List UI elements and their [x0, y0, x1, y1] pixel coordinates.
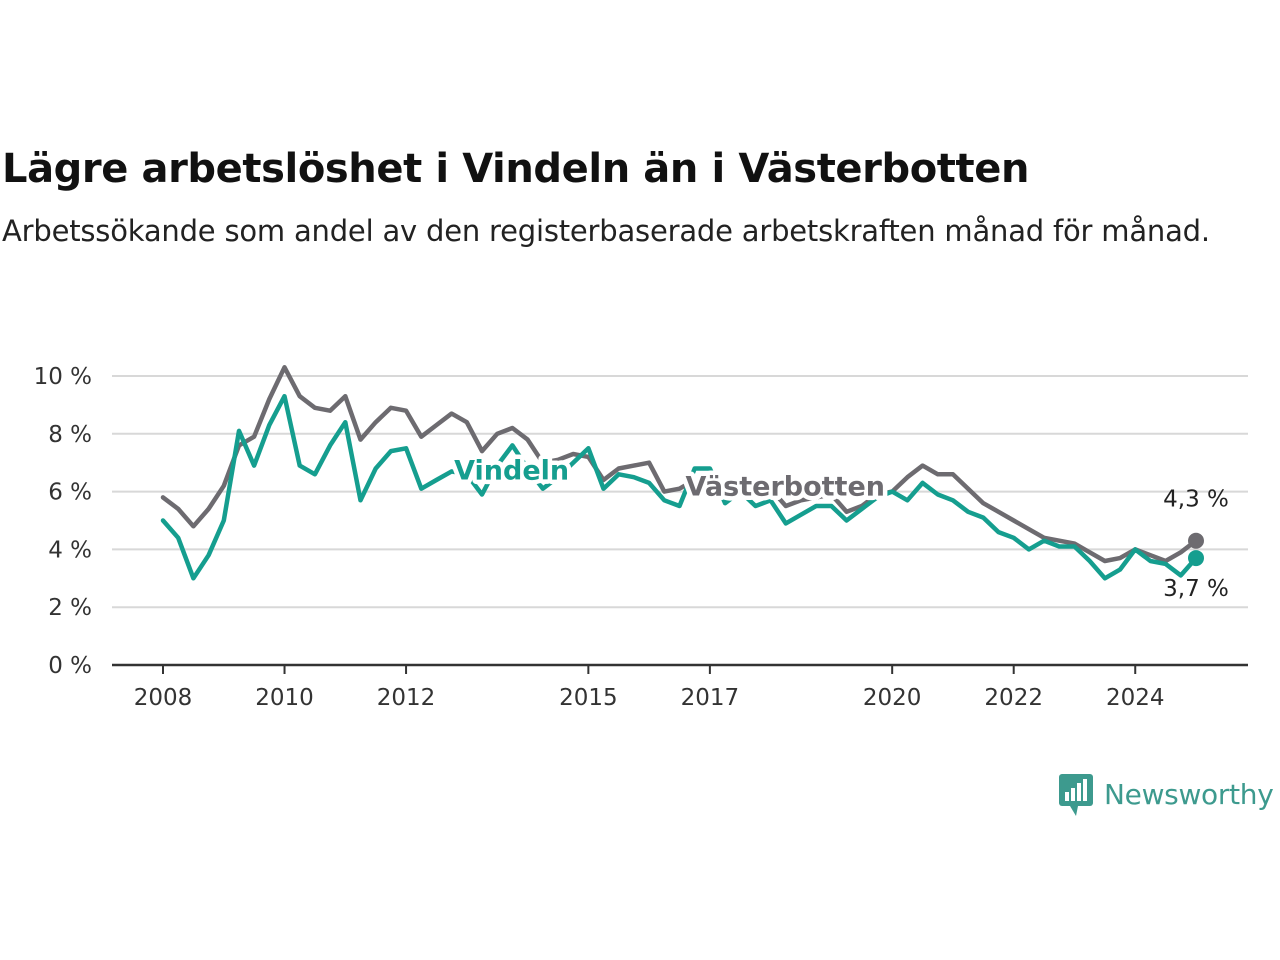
y-tick-label: 8 % [48, 422, 92, 448]
series-line-vindeln [160, 393, 1199, 581]
end-marker-v-sterbotten [1188, 532, 1204, 549]
x-tick-label: 2015 [559, 685, 618, 711]
y-tick-label: 4 % [48, 537, 92, 563]
y-axis-labels: 0 % 2 % 4 % 6 % 8 % 10 % [34, 364, 92, 679]
x-tick-label: 2017 [681, 685, 740, 711]
series-label-halo: Vindeln [454, 455, 569, 486]
series-lines [160, 365, 1204, 581]
end-value-label: 3,7 % [1163, 576, 1229, 602]
chart-title: Lägre arbetslöshet i Vindeln än i Väster… [2, 146, 1030, 192]
line-chart: 0 % 2 % 4 % 6 % 8 % 10 % 2008 2010 2012 2015 2017… [34, 364, 1248, 711]
brand-name: Newsworthy [1104, 777, 1274, 811]
x-tick-label: 2008 [134, 685, 193, 711]
series-label-v-sterbotten: Västerbotten [686, 472, 885, 503]
y-tick-label: 0 % [48, 653, 92, 679]
y-tick-label: 6 % [48, 480, 92, 506]
chart-subtitle: Arbetssökande som andel av den registerb… [2, 214, 1210, 248]
end-value-label: 4,3 % [1163, 487, 1229, 513]
series-label-halo: Västerbotten [686, 472, 885, 503]
gridlines [112, 375, 1248, 609]
x-tick-label: 2024 [1106, 685, 1165, 711]
y-tick-label: 10 % [34, 364, 92, 390]
end-marker-vindeln [1188, 550, 1204, 567]
x-tick-label: 2010 [255, 685, 314, 711]
series-line-v-sterbotten [160, 365, 1199, 564]
y-tick-label: 2 % [48, 595, 92, 621]
brand-logo[interactable]: Newsworthy [1058, 770, 1274, 818]
x-tick-label: 2020 [863, 685, 922, 711]
x-tick-label: 2012 [377, 685, 436, 711]
series-label-vindeln: Vindeln [454, 455, 569, 486]
newsworthy-logo-icon [1059, 774, 1093, 816]
x-axis: 2008 2010 2012 2015 2017 2020 2022 2024 [112, 663, 1248, 711]
x-tick-label: 2022 [984, 685, 1043, 711]
